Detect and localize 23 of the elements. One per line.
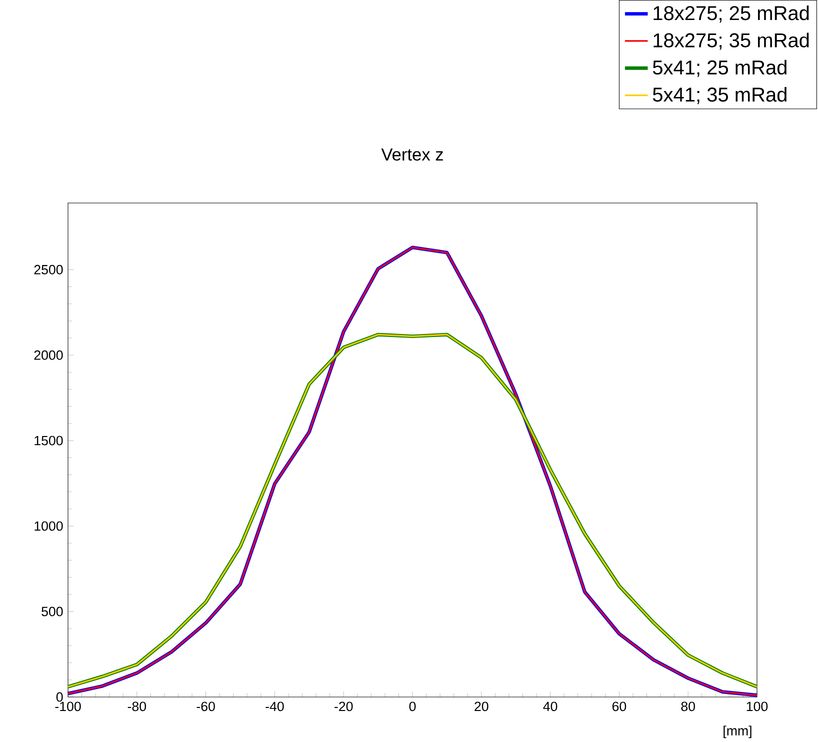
legend-label: 5x41; 35 mRad (652, 87, 786, 104)
x-tick-label: -100 (55, 702, 81, 712)
legend-label: 5x41; 25 mRad (652, 60, 786, 77)
x-tick-label: 100 (746, 702, 768, 712)
chart-title: Vertex z (381, 148, 443, 161)
y-tick-label: 500 (42, 606, 63, 616)
x-tick-label: 60 (612, 702, 626, 712)
y-tick-label: 1000 (34, 521, 63, 531)
legend-label: 18x275; 35 mRad (654, 32, 809, 50)
y-tick-label: 2000 (34, 350, 63, 360)
x-tick-label: -20 (334, 702, 353, 712)
y-tick-label: 1500 (34, 436, 63, 446)
y-tick-label: 0 (56, 692, 63, 702)
x-tick-label: 80 (681, 702, 695, 712)
x-tick-label: -40 (266, 702, 284, 712)
x-tick-label: -60 (196, 702, 215, 712)
legend-label: 18x275; 25 mRad (654, 6, 809, 23)
x-tick-label: 0 (409, 702, 416, 712)
y-tick-label: 2500 (34, 264, 63, 274)
x-axis-title: [mm] (724, 726, 752, 738)
x-tick-label: 40 (543, 702, 558, 712)
x-tick-label: -80 (128, 702, 146, 712)
x-tick-label: 20 (474, 702, 488, 712)
